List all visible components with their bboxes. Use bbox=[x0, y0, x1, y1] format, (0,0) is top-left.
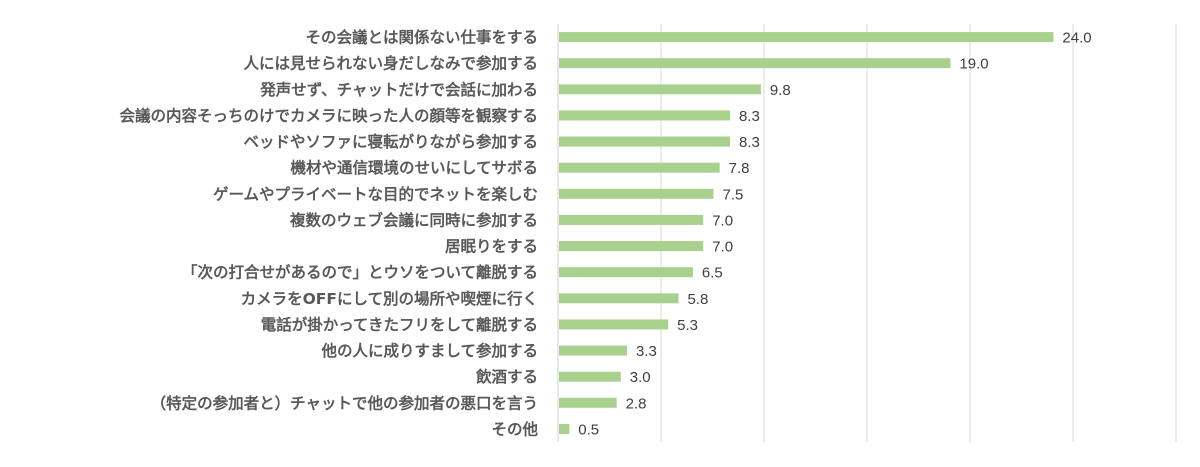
category-label: その会議とは関係ない仕事をする bbox=[305, 28, 538, 47]
value-label: 6.5 bbox=[702, 265, 723, 282]
category-label: ゲームやプライベートな目的でネットを楽しむ bbox=[213, 184, 538, 203]
bar bbox=[559, 345, 627, 356]
value-label: 5.8 bbox=[687, 291, 708, 308]
bar bbox=[559, 241, 704, 252]
bar bbox=[559, 162, 720, 173]
category-label: 「次の打合せがあるので」とウソをついて離脱する bbox=[182, 263, 538, 282]
category-label: 複数のウェブ会議に同時に参加する bbox=[289, 210, 538, 229]
value-label: 3.0 bbox=[630, 369, 651, 386]
bar bbox=[559, 136, 730, 147]
value-label: 7.0 bbox=[712, 239, 733, 256]
category-label: （特定の参加者と）チャットで他の参加者の悪口を言う bbox=[151, 393, 538, 412]
value-label: 3.3 bbox=[636, 343, 657, 360]
category-label: 居眠りをする bbox=[445, 238, 538, 256]
bar bbox=[559, 423, 570, 434]
category-label: 電話が掛かってきたフリをして離脱する bbox=[261, 315, 538, 334]
bar bbox=[559, 293, 679, 304]
bar bbox=[559, 214, 704, 225]
bar bbox=[559, 58, 951, 69]
value-label: 19.0 bbox=[959, 56, 988, 73]
value-label: 8.3 bbox=[739, 134, 760, 151]
bar bbox=[559, 110, 730, 121]
category-label: 他の人に成りすまして参加する bbox=[320, 341, 538, 360]
value-label: 0.5 bbox=[578, 421, 599, 438]
value-label: 5.3 bbox=[677, 317, 698, 334]
bar bbox=[559, 267, 693, 278]
bar bbox=[559, 397, 617, 408]
category-label: 発声せず、チャットだけで会話に加わる bbox=[259, 80, 538, 99]
value-label: 7.5 bbox=[723, 186, 744, 203]
category-label: その他 bbox=[491, 419, 538, 438]
category-label: カメラをOFFにして別の場所や喫煙に行く bbox=[241, 289, 538, 308]
category-label: 飲酒する bbox=[475, 367, 538, 386]
bar bbox=[559, 32, 1054, 43]
category-label: 機材や通信環境のせいにしてサボる bbox=[290, 158, 538, 177]
value-label: 7.0 bbox=[712, 212, 733, 229]
bar bbox=[559, 188, 714, 199]
value-label: 9.8 bbox=[770, 82, 791, 99]
category-label: 会議の内容そっちのけでカメラに映った人の顔等を観察する bbox=[119, 106, 538, 125]
bar bbox=[559, 319, 669, 330]
value-label: 2.8 bbox=[626, 395, 647, 412]
bar bbox=[559, 84, 761, 95]
value-label: 7.8 bbox=[729, 160, 750, 177]
value-label: 24.0 bbox=[1062, 30, 1091, 47]
category-label: 人には見せられない身だしなみで参加する bbox=[243, 54, 538, 73]
value-label: 8.3 bbox=[739, 108, 760, 125]
category-label: ベッドやソファに寝転がりながら参加する bbox=[243, 132, 538, 151]
bar bbox=[559, 371, 621, 382]
